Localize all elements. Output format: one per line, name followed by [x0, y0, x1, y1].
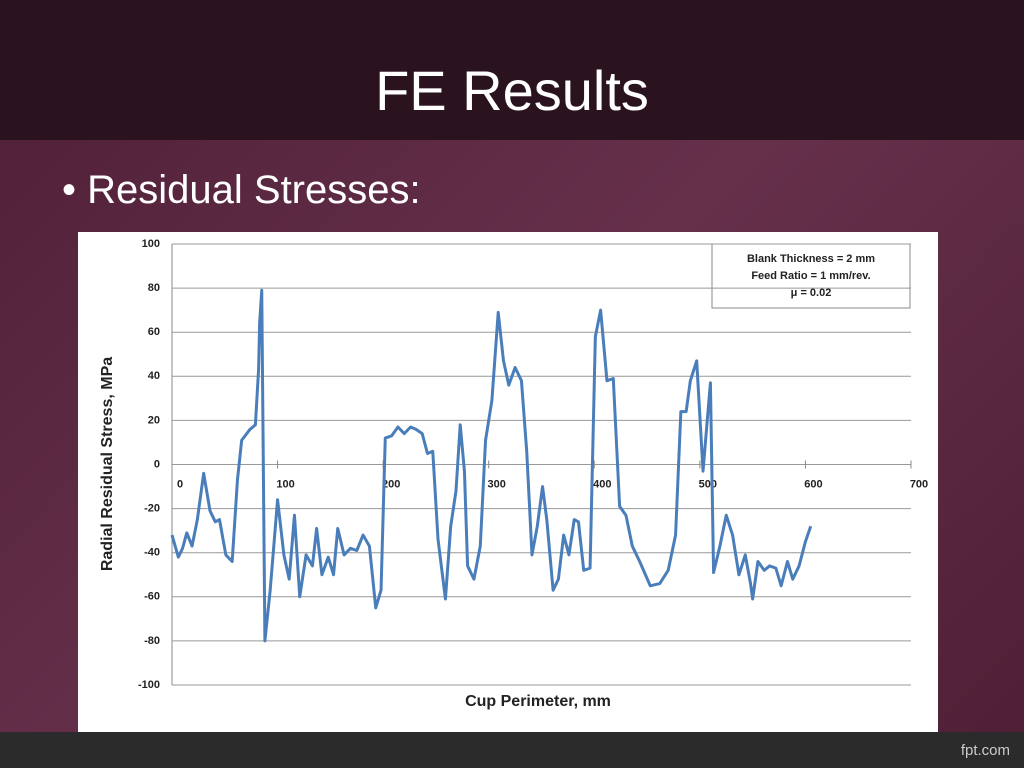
annotation: Feed Ratio = 1 mm/rev.	[751, 270, 870, 282]
footer-band	[0, 732, 1024, 768]
y-tick-label: 80	[148, 282, 160, 294]
x-tick-label: 100	[276, 478, 294, 490]
x-tick-label: 0	[177, 478, 183, 490]
y-tick-label: 40	[148, 370, 160, 382]
y-tick-label: -80	[144, 635, 160, 647]
annotation-box	[711, 243, 911, 309]
y-tick-label: -40	[144, 547, 160, 559]
footer: fpt.com	[960, 742, 1010, 759]
annotation: μ = 0.02	[791, 287, 832, 299]
x-tick-label: 600	[804, 478, 822, 490]
y-axis-label: Radial Residual Stress, MPa	[99, 357, 116, 571]
bullet-text: Residual Stresses:	[87, 168, 421, 212]
y-tick-label: 0	[154, 458, 160, 470]
x-tick-label: 500	[699, 478, 717, 490]
y-tick-label: -20	[144, 503, 160, 515]
x-axis-label: Cup Perimeter, mm	[465, 693, 611, 710]
x-tick-label: 400	[593, 478, 611, 490]
x-tick-label: 200	[382, 478, 400, 490]
title-band	[0, 0, 1024, 140]
slide-title: FE Results	[375, 59, 649, 122]
data-line	[170, 288, 813, 643]
x-tick-label: 700	[910, 478, 928, 490]
annotation: Blank Thickness = 2 mm	[747, 253, 875, 265]
chart: Cup Perimeter, mm Radial Residual Stress…	[78, 232, 938, 732]
chart-background	[78, 232, 938, 732]
x-tick-label: 300	[488, 478, 506, 490]
bullet: • Residual Stresses:	[62, 168, 421, 212]
y-tick-label: -100	[138, 679, 160, 691]
y-tick-label: -60	[144, 591, 160, 603]
y-tick-label: 60	[148, 326, 160, 338]
y-tick-label: 100	[142, 238, 160, 250]
y-tick-label: 20	[148, 414, 160, 426]
